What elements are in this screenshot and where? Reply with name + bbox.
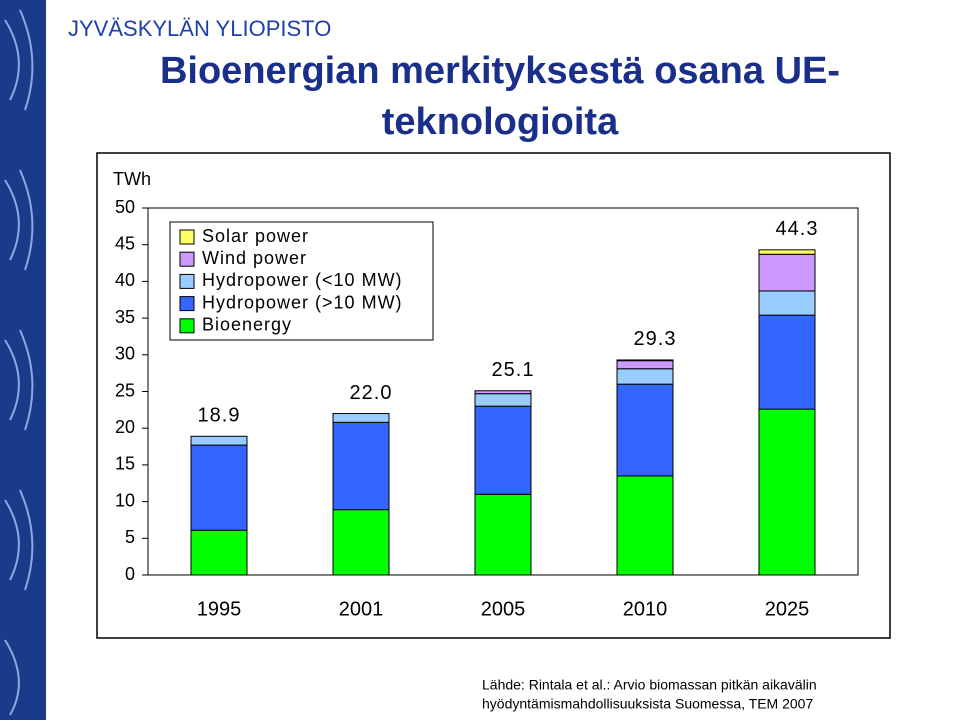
bar-segment <box>332 413 390 423</box>
university-name: JYVÄSKYLÄN YLIOPISTO <box>68 16 331 41</box>
y-tick-label: 15 <box>115 454 135 474</box>
y-tick-label: 50 <box>115 197 135 217</box>
bar-segment <box>474 493 532 576</box>
bar-segment <box>474 393 532 407</box>
y-tick-label: 25 <box>115 380 135 400</box>
legend-label: Hydropower (>10 MW) <box>202 292 403 312</box>
bar-segment <box>616 360 674 370</box>
slide-title: teknologioita <box>382 101 619 143</box>
y-tick-label: 30 <box>115 344 135 364</box>
y-tick-label: 45 <box>115 233 135 253</box>
legend-box <box>169 221 434 341</box>
source: hyödyntämismahdollisuuksista Suomessa, T… <box>482 696 813 712</box>
total-label: 44.3 <box>776 218 819 240</box>
legend-swatch <box>179 251 195 267</box>
y-tick-label: 35 <box>115 307 135 327</box>
y-tick-label: 0 <box>125 564 135 584</box>
x-tick-label: 2001 <box>339 598 384 620</box>
bar-segment <box>616 383 674 477</box>
x-tick-label: 2010 <box>623 598 668 620</box>
legend-swatch <box>179 296 195 312</box>
legend-label: Wind power <box>202 248 307 268</box>
bar-segment <box>474 390 532 395</box>
legend-swatch <box>179 229 195 245</box>
bar-segment <box>190 444 248 531</box>
total-label: 18.9 <box>198 405 241 427</box>
y-tick-label: 20 <box>115 417 135 437</box>
bar-segment <box>616 359 674 362</box>
bar-segment <box>332 509 390 576</box>
bar-segment <box>758 290 816 316</box>
source: Lähde: Rintala et al.: Arvio biomassan p… <box>482 677 817 693</box>
bar-segment <box>616 368 674 385</box>
total-label: 25.1 <box>492 359 535 381</box>
bar-segment <box>758 314 816 410</box>
y-axis-label: TWh <box>113 169 151 189</box>
y-tick-label: 40 <box>115 270 135 290</box>
slide-title: Bioenergian merkityksestä osana UE- <box>160 50 840 92</box>
chart-frame <box>96 152 891 639</box>
bar-segment <box>758 253 816 292</box>
bar-segment <box>474 405 532 495</box>
bar-segment <box>332 421 390 511</box>
logo-pattern <box>4 9 34 716</box>
legend-label: Bioenergy <box>202 315 292 335</box>
total-label: 22.0 <box>350 382 393 404</box>
bar-segment <box>758 249 816 255</box>
total-label: 29.3 <box>634 328 677 350</box>
legend-label: Hydropower (<10 MW) <box>202 270 403 290</box>
bar-segment <box>758 408 816 576</box>
x-tick-label: 2025 <box>765 598 810 620</box>
legend-swatch <box>179 273 195 289</box>
y-tick-label: 5 <box>125 527 135 547</box>
bar-segment <box>616 475 674 576</box>
x-tick-label: 1995 <box>197 598 242 620</box>
legend-swatch <box>179 318 195 334</box>
bar-segment <box>190 435 248 446</box>
legend-label: Solar power <box>202 226 309 246</box>
x-tick-label: 2005 <box>481 598 526 620</box>
logo-strip <box>0 0 46 720</box>
y-tick-label: 10 <box>115 490 135 510</box>
bar-segment <box>190 529 248 576</box>
